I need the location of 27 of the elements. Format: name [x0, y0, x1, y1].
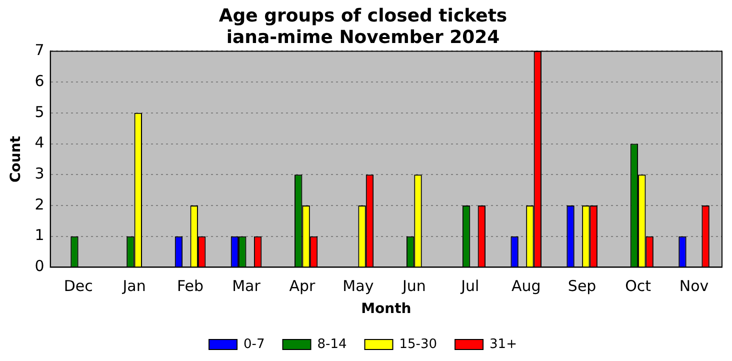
chart-title: Age groups of closed tickets iana-mime November 2024 [218, 5, 508, 48]
y-tick-label: 6 [34, 72, 44, 90]
legend-label: 8-14 [317, 336, 347, 352]
legend-label: 0-7 [244, 336, 265, 352]
legend-label: 15-30 [399, 336, 438, 352]
x-axis-title: Month [361, 301, 412, 318]
x-tick-label: Sep [568, 277, 596, 296]
y-axis-title: Count [8, 136, 24, 182]
x-tick-label: Jul [460, 277, 480, 296]
x-tick-label: Mar [232, 277, 262, 296]
x-tick-label: Feb [176, 277, 204, 296]
x-tick-label: Apr [289, 277, 316, 296]
x-tick-label: Dec [64, 277, 93, 296]
y-tick-label: 1 [34, 226, 44, 244]
y-tick-label: 4 [34, 134, 44, 152]
x-tick-label: Jan [122, 277, 146, 296]
x-tick-label: Oct [625, 277, 652, 296]
x-tick-label: May [342, 277, 374, 296]
y-tick-label: 0 [34, 257, 44, 276]
y-tick-label: 3 [34, 164, 44, 183]
x-tick-label: Jun [401, 277, 426, 296]
y-tick-label: 5 [34, 102, 44, 121]
legend-label: 31+ [490, 336, 517, 352]
x-tick-label: Aug [511, 277, 541, 296]
y-tick-label: 7 [34, 41, 44, 60]
y-tick-label: 2 [34, 195, 44, 214]
x-tick-label: Nov [679, 277, 709, 296]
